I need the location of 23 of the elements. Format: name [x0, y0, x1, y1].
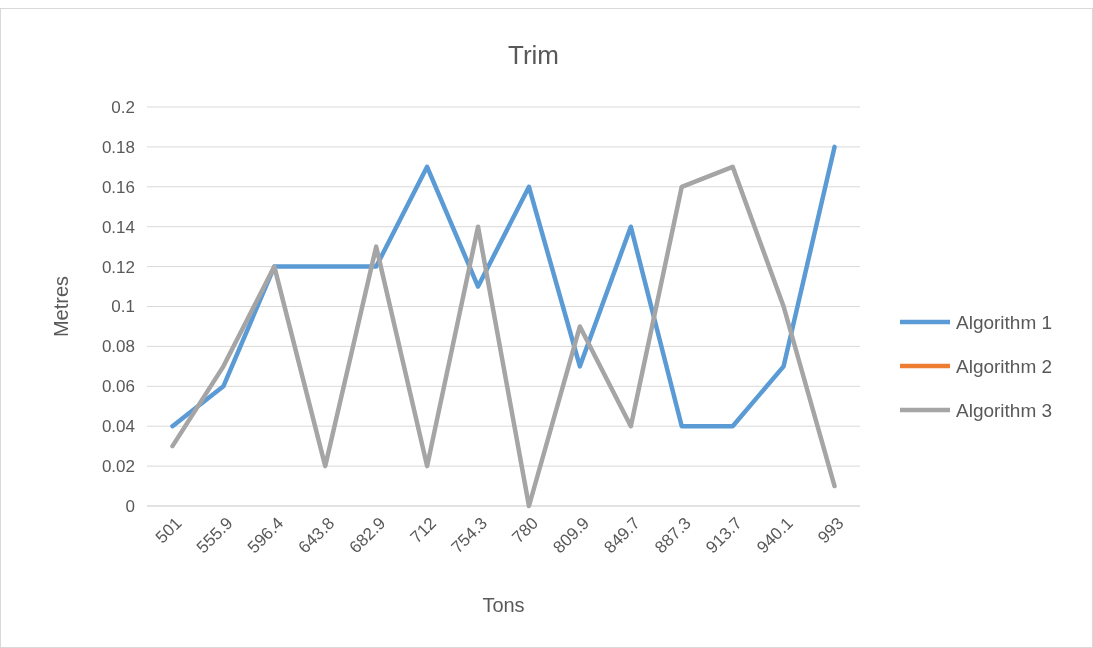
x-tick-label: 501 [152, 513, 186, 548]
y-tick-label: 0.2 [111, 97, 135, 117]
legend-label: Algorithm 2 [956, 355, 1053, 377]
legend-label: Algorithm 3 [956, 399, 1053, 421]
y-tick-label: 0.06 [101, 377, 135, 397]
y-tick-label: 0.08 [101, 337, 135, 357]
y-tick-label: 0.14 [101, 217, 135, 237]
y-tick-label: 0 [125, 496, 135, 516]
x-tick-label: 993 [814, 513, 848, 548]
chart-title: Trim [507, 40, 560, 70]
y-tick-label: 0.04 [101, 417, 135, 437]
x-axis-title: Tons [482, 594, 525, 616]
y-tick-label: 0.16 [101, 177, 135, 197]
y-tick-label: 0.12 [101, 257, 135, 277]
x-tick-label: 712 [406, 513, 441, 548]
line-series [170, 164, 837, 509]
y-tick-label: 0.02 [101, 457, 135, 477]
x-tick-label: 780 [508, 513, 542, 548]
y-axis-title: Metres [50, 275, 72, 338]
y-tick-label: 0.1 [111, 297, 135, 317]
y-tick-label: 0.18 [101, 137, 135, 157]
legend-label: Algorithm 1 [956, 311, 1053, 333]
line-series [170, 144, 837, 429]
